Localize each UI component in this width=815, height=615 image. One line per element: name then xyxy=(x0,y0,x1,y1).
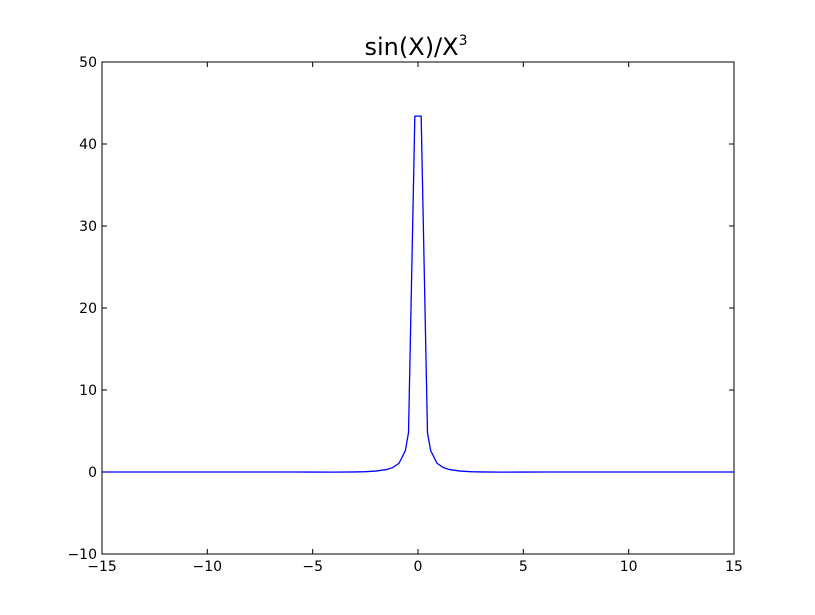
plot-area-frame xyxy=(101,61,735,555)
y-tick-label: 30 xyxy=(79,219,97,235)
x-tick-label: 10 xyxy=(620,559,638,575)
y-tick-label: 0 xyxy=(88,465,97,481)
x-tick-label: 5 xyxy=(519,559,528,575)
series-line xyxy=(102,115,734,473)
chart-title: sin(X)/X3 xyxy=(365,33,468,61)
chart-title-main: sin(X)/X xyxy=(365,33,459,61)
y-tick-label: 10 xyxy=(79,383,97,399)
x-tick-label: −10 xyxy=(193,559,223,575)
y-tick-label: 50 xyxy=(79,55,97,71)
x-tick-label: −5 xyxy=(302,559,323,575)
x-tick-label: 15 xyxy=(725,559,743,575)
chart-title-superscript: 3 xyxy=(459,33,468,49)
y-tick-label: 20 xyxy=(79,301,97,317)
x-tick-label: 0 xyxy=(414,559,423,575)
x-tick-label: −15 xyxy=(87,559,117,575)
y-tick-label: 40 xyxy=(79,137,97,153)
y-tick-label: −10 xyxy=(67,547,97,563)
